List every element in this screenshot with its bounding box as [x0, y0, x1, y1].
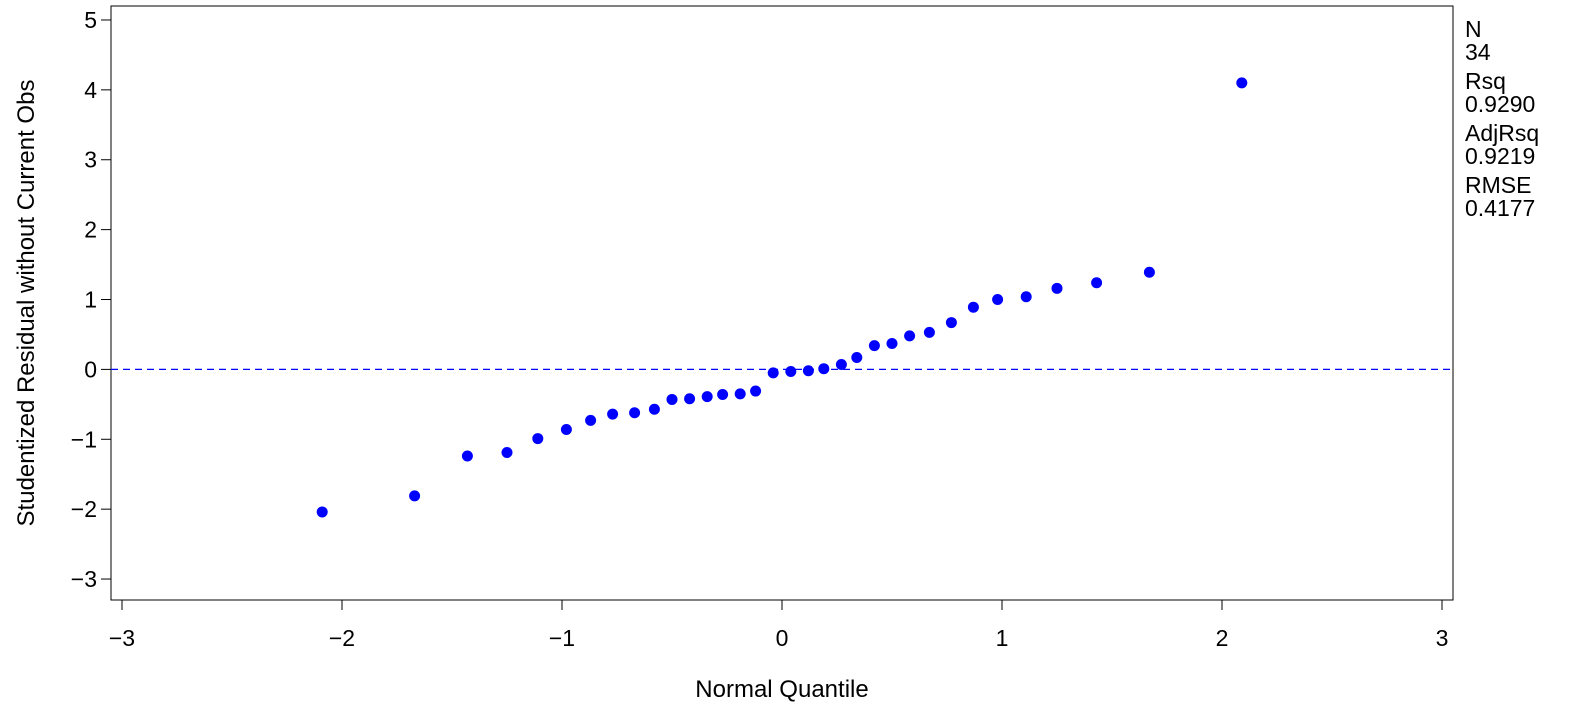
data-point — [461, 450, 473, 462]
stat-adjrsq: AdjRsq 0.9219 — [1465, 122, 1585, 168]
y-tick-label: 4 — [84, 77, 97, 103]
x-axis-title: Normal Quantile — [695, 676, 868, 703]
x-tick-label: 3 — [1436, 625, 1449, 651]
y-axis-title: Studentized Residual without Current Obs — [13, 80, 40, 527]
data-point — [868, 340, 880, 352]
stat-n-label: N — [1465, 16, 1482, 42]
data-point — [923, 326, 935, 338]
data-point — [666, 393, 678, 405]
data-point — [607, 408, 619, 420]
data-point — [684, 393, 696, 405]
data-point — [1091, 277, 1103, 289]
data-point — [886, 338, 898, 350]
data-point — [1236, 77, 1248, 89]
data-point — [560, 423, 572, 435]
data-point — [967, 301, 979, 313]
x-tick-label: 0 — [776, 625, 789, 651]
data-point — [501, 447, 513, 459]
data-point — [717, 389, 729, 401]
y-tick-label: −2 — [71, 496, 97, 522]
stat-n: N 34 — [1465, 18, 1585, 64]
data-point — [701, 391, 713, 403]
data-point — [532, 433, 544, 445]
data-point — [767, 367, 779, 379]
data-point — [904, 330, 916, 342]
stat-rmse-value: 0.4177 — [1465, 195, 1536, 221]
stat-rmse-label: RMSE — [1465, 172, 1532, 198]
x-tick-label: 1 — [996, 625, 1009, 651]
data-point — [851, 352, 863, 364]
y-tick-label: 3 — [84, 147, 97, 173]
x-tick-label: −2 — [329, 625, 355, 651]
data-point — [818, 363, 830, 375]
data-point — [316, 506, 328, 518]
x-tick-label: −1 — [549, 625, 575, 651]
data-point — [835, 358, 847, 370]
data-point — [1020, 291, 1032, 303]
stat-rsq-value: 0.9290 — [1465, 91, 1536, 117]
y-tick-label: −1 — [71, 426, 97, 452]
data-point — [992, 294, 1004, 306]
data-point — [1051, 282, 1063, 294]
data-point — [648, 403, 660, 415]
stat-n-value: 34 — [1465, 39, 1491, 65]
stat-adjrsq-value: 0.9219 — [1465, 143, 1536, 169]
data-point — [945, 317, 957, 329]
stat-rsq-label: Rsq — [1465, 68, 1506, 94]
data-point — [1143, 266, 1155, 278]
stat-rsq: Rsq 0.9290 — [1465, 70, 1585, 116]
y-tick-label: −3 — [71, 566, 97, 592]
plot-frame — [110, 5, 1454, 601]
data-point — [802, 365, 814, 377]
y-tick-label: 5 — [84, 7, 97, 33]
x-tick-label: 2 — [1216, 625, 1229, 651]
fit-statistics-panel: N 34 Rsq 0.9290 AdjRsq 0.9219 RMSE 0.417… — [1465, 18, 1585, 226]
data-point — [734, 388, 746, 400]
y-tick-label: 0 — [84, 356, 97, 382]
y-tick-label: 1 — [84, 287, 97, 313]
stat-rmse: RMSE 0.4177 — [1465, 174, 1585, 220]
y-tick-label: 2 — [84, 217, 97, 243]
data-point — [750, 385, 762, 397]
data-point — [585, 414, 597, 426]
data-point — [629, 407, 641, 419]
data-point — [409, 490, 421, 502]
data-point — [785, 365, 797, 377]
x-tick-label: −3 — [109, 625, 135, 651]
stat-adjrsq-label: AdjRsq — [1465, 120, 1540, 146]
